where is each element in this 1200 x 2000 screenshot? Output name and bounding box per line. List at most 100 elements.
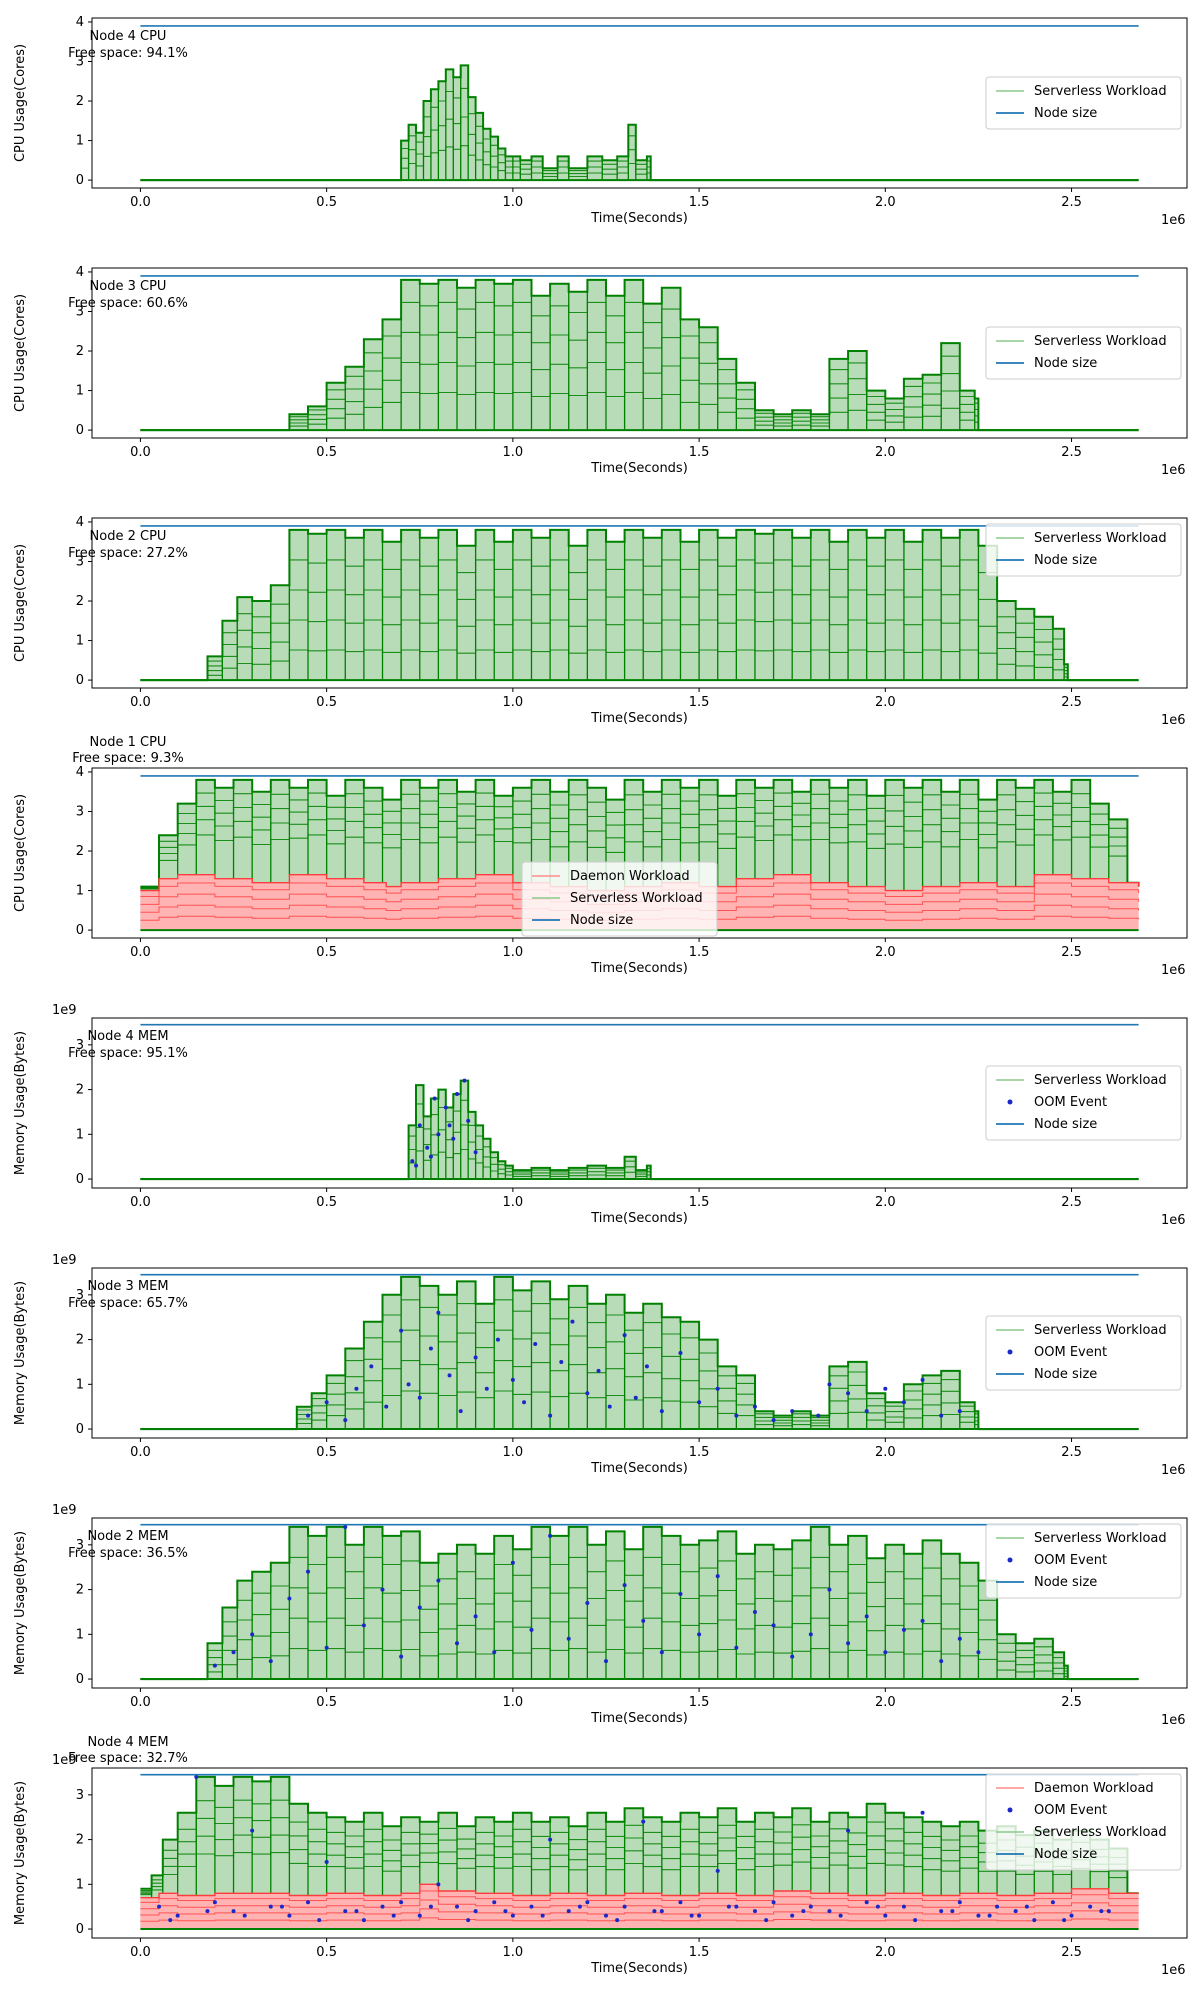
legend-label: Serverless Workload	[1034, 84, 1167, 99]
legend-label: Node size	[1034, 1847, 1097, 1862]
legend-label: Serverless Workload	[1034, 334, 1167, 349]
x-tick-label: 2.5	[1061, 1695, 1082, 1710]
y-tick-label: 4	[76, 15, 84, 30]
x-tick-label: 2.0	[875, 1695, 896, 1710]
x-tick-label: 0.5	[316, 1695, 337, 1710]
x-tick-label: 2.0	[875, 195, 896, 210]
oom-point	[939, 1909, 944, 1914]
oom-point	[168, 1918, 173, 1923]
oom-point	[428, 1346, 433, 1351]
oom-point	[846, 1391, 851, 1396]
oom-point	[715, 1868, 720, 1873]
oom-point	[354, 1386, 359, 1391]
oom-point	[384, 1404, 389, 1409]
oom-point	[838, 1913, 843, 1918]
x-tick-label: 0.0	[130, 445, 151, 460]
oom-point	[764, 1918, 769, 1923]
oom-point	[361, 1918, 366, 1923]
oom-point	[522, 1400, 527, 1405]
x-tick-label: 1.5	[689, 195, 710, 210]
oom-point	[615, 1918, 620, 1923]
oom-point	[697, 1400, 702, 1405]
oom-point	[406, 1382, 411, 1387]
serverless-layer-line	[140, 1799, 1139, 1894]
serverless-area	[140, 279, 1139, 431]
oom-point	[585, 1601, 590, 1605]
x-tick-label: 2.0	[875, 445, 896, 460]
oom-point	[901, 1904, 906, 1909]
y-tick-label: 2	[76, 1583, 84, 1598]
oom-point	[846, 1828, 851, 1833]
oom-point	[306, 1569, 311, 1574]
legend: Serverless Workload Node size	[985, 76, 1182, 130]
oom-point	[473, 1909, 478, 1914]
oom-point	[455, 1904, 459, 1909]
oom-point	[659, 1650, 664, 1655]
oom-point	[603, 1659, 608, 1664]
x-axis-label: Time(Seconds)	[590, 211, 688, 226]
oom-point	[287, 1596, 292, 1601]
x-tick-label: 0.5	[316, 695, 337, 710]
oom-point	[492, 1900, 497, 1905]
oom-point	[458, 1409, 463, 1414]
oom-point	[559, 1359, 564, 1364]
oom-point	[250, 1632, 255, 1637]
legend-box	[985, 1065, 1182, 1141]
oom-point	[194, 1774, 199, 1779]
plot-frame	[91, 267, 1188, 439]
serverless-top-line	[140, 278, 1139, 432]
oom-point	[771, 1418, 776, 1423]
oom-point	[652, 1909, 657, 1914]
plot-frame	[91, 17, 1188, 189]
legend-label: OOM Event	[1034, 1095, 1107, 1110]
legend-label: Node size	[1034, 1367, 1097, 1382]
y-tick-label: 3	[76, 304, 84, 319]
oom-point	[790, 1654, 795, 1659]
serverless-top-line	[140, 778, 1140, 888]
legend-label: Node size	[1034, 553, 1097, 568]
oom-point	[641, 1819, 646, 1824]
y-tick-label: 0	[76, 673, 84, 688]
x-tick-label: 0.0	[130, 1195, 151, 1210]
x-tick-label: 2.0	[875, 695, 896, 710]
y-tick-label: 0	[76, 1172, 84, 1187]
legend-key-oom	[1007, 1349, 1013, 1355]
x-tick-label: 1.0	[503, 1445, 524, 1460]
y-tick-label: 3	[76, 804, 84, 819]
oom-point	[808, 1632, 813, 1637]
oom-point	[436, 1132, 441, 1137]
oom-point	[771, 1900, 776, 1905]
oom-point	[205, 1909, 210, 1914]
oom-point	[659, 1909, 664, 1914]
oom-point	[510, 1377, 515, 1382]
y-tick-label: 2	[76, 1333, 84, 1348]
legend-label: Serverless Workload	[570, 891, 703, 906]
oom-point	[436, 1882, 441, 1887]
serverless-top-line	[140, 1275, 1139, 1431]
oom-point	[827, 1382, 832, 1387]
x-tick-label: 0.0	[130, 945, 151, 960]
x-tick-label: 0.5	[316, 1945, 337, 1960]
legend-key-oom	[1007, 1099, 1013, 1105]
subplot-7: 0.0 0.5 1.0 1.5 2.0 2.5 0 1 2 3 Time(Seconds) Memor…	[13, 1503, 1188, 1728]
oom-point	[752, 1404, 757, 1409]
x-offset-label: 1e6	[1161, 213, 1186, 228]
subplot-1: 0.0 0.5 1.0 1.5 2.0 2.5 0 1 2 3 4 Time(Seconds) CPU …	[13, 15, 1188, 228]
subplot-8: 0.0 0.5 1.0 1.5 2.0 2.5 0 1 2 3 Time(Seconds) Memor…	[13, 1735, 1188, 1978]
y-axis-label: CPU Usage(Cores)	[13, 544, 28, 662]
oom-point	[715, 1574, 720, 1579]
y-axis-label: CPU Usage(Cores)	[13, 44, 28, 162]
legend-label: OOM Event	[1034, 1803, 1107, 1818]
oom-point	[957, 1409, 962, 1414]
x-axis-label: Time(Seconds)	[590, 1211, 688, 1226]
y-tick-label: 0	[76, 1422, 84, 1437]
x-tick-label: 2.5	[1061, 445, 1082, 460]
oom-point	[734, 1904, 739, 1909]
oom-point	[399, 1900, 404, 1905]
oom-point	[306, 1900, 311, 1905]
oom-point	[417, 1395, 422, 1400]
oom-point	[659, 1409, 664, 1414]
legend-box	[985, 1523, 1182, 1599]
oom-point	[529, 1627, 534, 1632]
oom-point	[548, 1533, 553, 1538]
